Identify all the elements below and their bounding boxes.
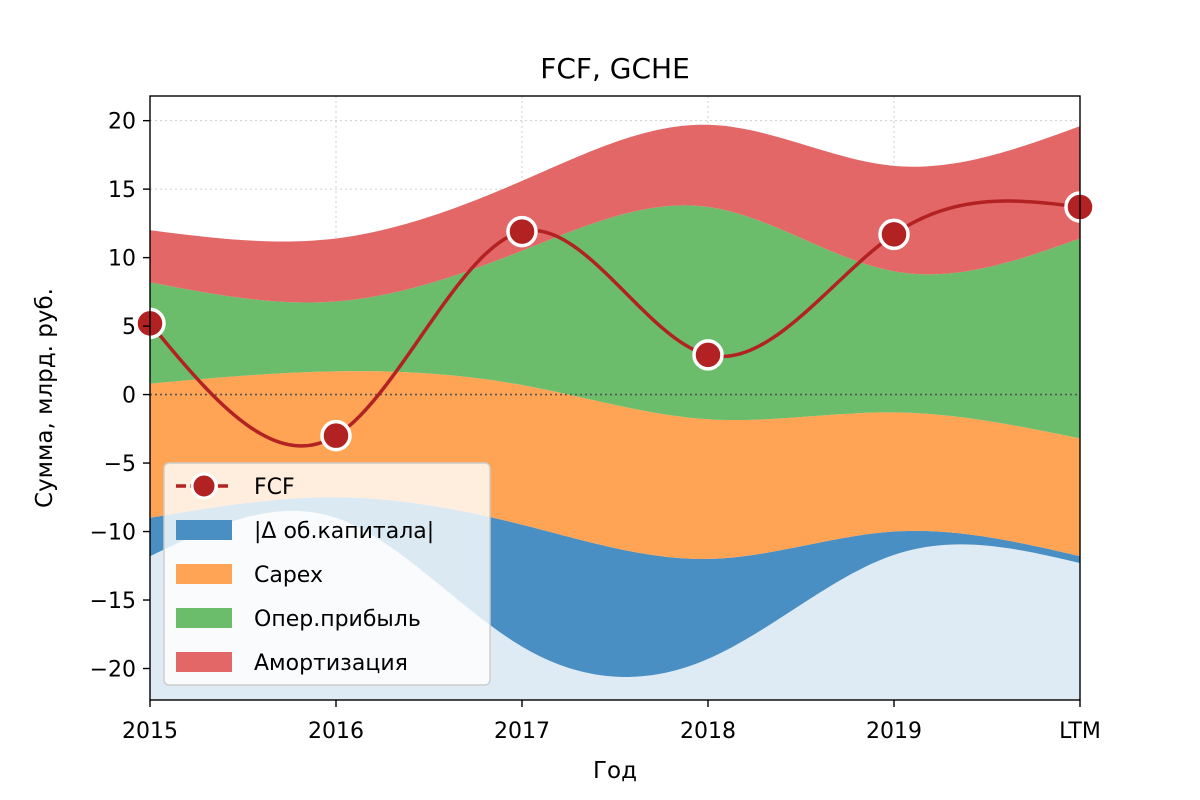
y-tick-label: −20 [90, 657, 136, 682]
plot-frame [149, 95, 1081, 701]
legend-label: Опер.прибыль [254, 607, 421, 632]
y-tick-label: 20 [108, 110, 136, 135]
y-tick-label: 15 [108, 178, 136, 203]
band-2 [150, 205, 1080, 439]
y-tick-label: 10 [108, 247, 136, 272]
legend-swatch [176, 608, 232, 628]
x-tick-label: LTM [1059, 719, 1101, 744]
y-axis: 20 15 10 5 0 −5 −10 −15 −20 [90, 110, 150, 682]
chart-title: FCF, GCHE [540, 52, 690, 85]
legend-fcf-marker [190, 472, 218, 500]
y-tick-label: −10 [90, 521, 136, 546]
x-tick-label: 2017 [494, 719, 550, 744]
legend: FCF |Δ об.капитала| Capex Опер.прибыль Аморт… [163, 462, 491, 686]
y-tick-label: −5 [104, 452, 136, 477]
legend-label: Capex [254, 563, 323, 588]
x-tick-label: 2015 [122, 719, 178, 744]
band-3 [150, 124, 1080, 303]
fcf-series [134, 191, 1096, 452]
fcf-point [692, 339, 724, 371]
y-axis-label: Сумма, млрд. руб. [32, 288, 58, 508]
y-tick-label: 0 [122, 384, 136, 409]
legend-label: Амортизация [254, 651, 408, 676]
legend-swatch [176, 564, 232, 584]
x-tick-label: 2016 [308, 719, 364, 744]
fcf-point [878, 218, 910, 251]
x-axis: 2015 2016 2017 2018 2019 LTM [122, 700, 1101, 744]
legend-label: |Δ об.капитала| [254, 519, 434, 544]
legend-label-fcf: FCF [254, 475, 295, 500]
y-tick-label: −15 [90, 589, 136, 614]
band-0 [150, 497, 1080, 677]
y-tick-label: 5 [122, 315, 136, 340]
fcf-point [320, 419, 352, 452]
fcf-line [150, 199, 1080, 448]
x-axis-label: Год [593, 758, 637, 784]
legend-box [163, 462, 491, 686]
x-tick-label: 2019 [866, 719, 922, 744]
legend-swatch [176, 520, 232, 540]
fcf-point [506, 215, 538, 248]
band-1 [150, 371, 1080, 559]
legend-swatch [176, 652, 232, 672]
x-tick-label: 2018 [680, 719, 736, 744]
